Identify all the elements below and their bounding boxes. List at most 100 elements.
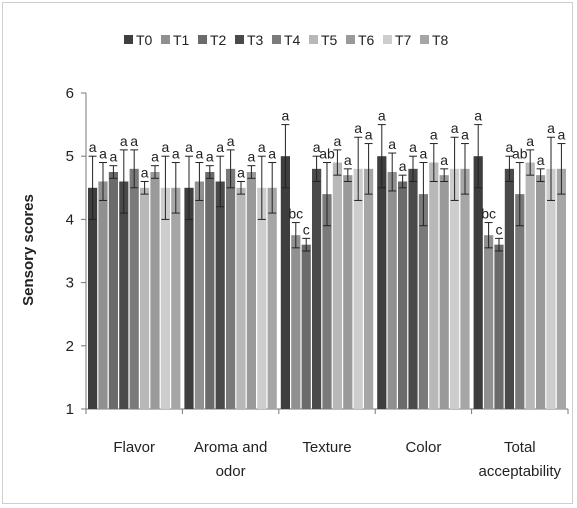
significance-label: a: [185, 139, 193, 155]
legend-label: T1: [173, 32, 190, 48]
bar: [184, 187, 194, 409]
significance-label: ab: [512, 146, 528, 162]
bar: [484, 235, 494, 409]
significance-label: a: [461, 127, 469, 143]
significance-label: a: [440, 152, 448, 168]
significance-label: a: [162, 139, 170, 155]
y-tick-label: 5: [66, 148, 74, 165]
significance-label: a: [451, 120, 459, 136]
bar: [312, 168, 322, 409]
bar: [353, 168, 363, 409]
significance-label: a: [344, 152, 352, 168]
y-tick-label: 2: [66, 338, 74, 355]
significance-label: a: [130, 133, 138, 149]
significance-label: a: [399, 158, 407, 174]
x-tick-label: Aroma and: [194, 439, 267, 456]
bar: [257, 187, 267, 409]
bar: [119, 181, 129, 409]
legend-label: T8: [432, 32, 449, 48]
significance-label: a: [237, 164, 245, 180]
bar: [98, 181, 108, 409]
bar: [460, 168, 470, 409]
bar: [343, 175, 353, 409]
significance-label: a: [206, 149, 214, 165]
significance-label: a: [248, 149, 256, 165]
significance-label: bc: [288, 206, 303, 222]
x-tick-label: Total: [504, 439, 536, 456]
significance-label: a: [282, 108, 290, 124]
legend-label: T6: [358, 32, 375, 48]
bar: [473, 156, 483, 409]
bar: [504, 168, 514, 409]
significance-label: a: [216, 139, 224, 155]
bar: [364, 168, 374, 409]
bar: [215, 181, 225, 409]
x-tick-label: acceptability: [479, 463, 562, 480]
significance-label: a: [110, 149, 118, 165]
significance-label: a: [409, 139, 417, 155]
significance-label: a: [89, 139, 97, 155]
legend-label: T0: [136, 32, 153, 48]
significance-label: a: [172, 146, 180, 162]
significance-label: a: [420, 146, 428, 162]
x-tick-label: Flavor: [113, 439, 155, 456]
error-bars: [88, 124, 566, 252]
bar: [301, 244, 311, 409]
significance-label: a: [151, 149, 159, 165]
significance-label: a: [378, 108, 386, 124]
significance-label: a: [430, 127, 438, 143]
x-tick-label: odor: [216, 463, 246, 480]
category-labels: Flavor Aroma and odor Texture Color Total acce…: [113, 439, 561, 480]
legend-swatch: [420, 35, 429, 44]
bar: [525, 162, 535, 409]
significance-label: a: [354, 120, 362, 136]
bar: [236, 187, 246, 409]
significance-label: bc: [481, 206, 496, 222]
bar: [129, 168, 139, 409]
chart-frame: [2, 2, 573, 504]
significance-label: c: [496, 221, 503, 237]
bar: [546, 168, 556, 409]
bar: [280, 156, 290, 409]
bar: [150, 172, 160, 409]
significance-label: a: [547, 120, 555, 136]
significance-label: a: [313, 139, 321, 155]
significance-label: a: [227, 133, 235, 149]
bar: [108, 172, 118, 409]
bar: [387, 172, 397, 409]
legend-swatch: [346, 35, 355, 44]
bar: [494, 244, 504, 409]
bar: [322, 194, 332, 409]
significance-label: a: [474, 108, 482, 124]
bar: [88, 187, 98, 409]
significance-label: a: [537, 152, 545, 168]
legend-swatch: [235, 35, 244, 44]
significance-label: a: [120, 133, 128, 149]
y-axis-label: Sensory scores: [20, 194, 37, 306]
significance-label: a: [365, 127, 373, 143]
legend-swatch: [309, 35, 318, 44]
significance-label: a: [196, 146, 204, 162]
bar: [515, 194, 525, 409]
legend-swatch: [383, 35, 392, 44]
significance-label: a: [99, 146, 107, 162]
bar: [140, 187, 150, 409]
legend-label: T3: [247, 32, 264, 48]
x-tick-label: Color: [405, 439, 441, 456]
significance-label: a: [268, 146, 276, 162]
legend-label: T2: [210, 32, 227, 48]
bar: [536, 175, 546, 409]
bar: [246, 172, 256, 409]
bar: [398, 181, 408, 409]
y-tick-label: 6: [66, 85, 74, 102]
significance-label: ab: [319, 146, 335, 162]
legend: T0 T1 T2 T3 T4 T5 T6 T7 T8: [124, 32, 449, 48]
significance-label: a: [388, 136, 396, 152]
bar: [429, 162, 439, 409]
legend-swatch: [124, 35, 133, 44]
bar: [332, 162, 342, 409]
legend-label: T5: [321, 32, 338, 48]
significance-label: c: [303, 221, 310, 237]
bar: [556, 168, 566, 409]
